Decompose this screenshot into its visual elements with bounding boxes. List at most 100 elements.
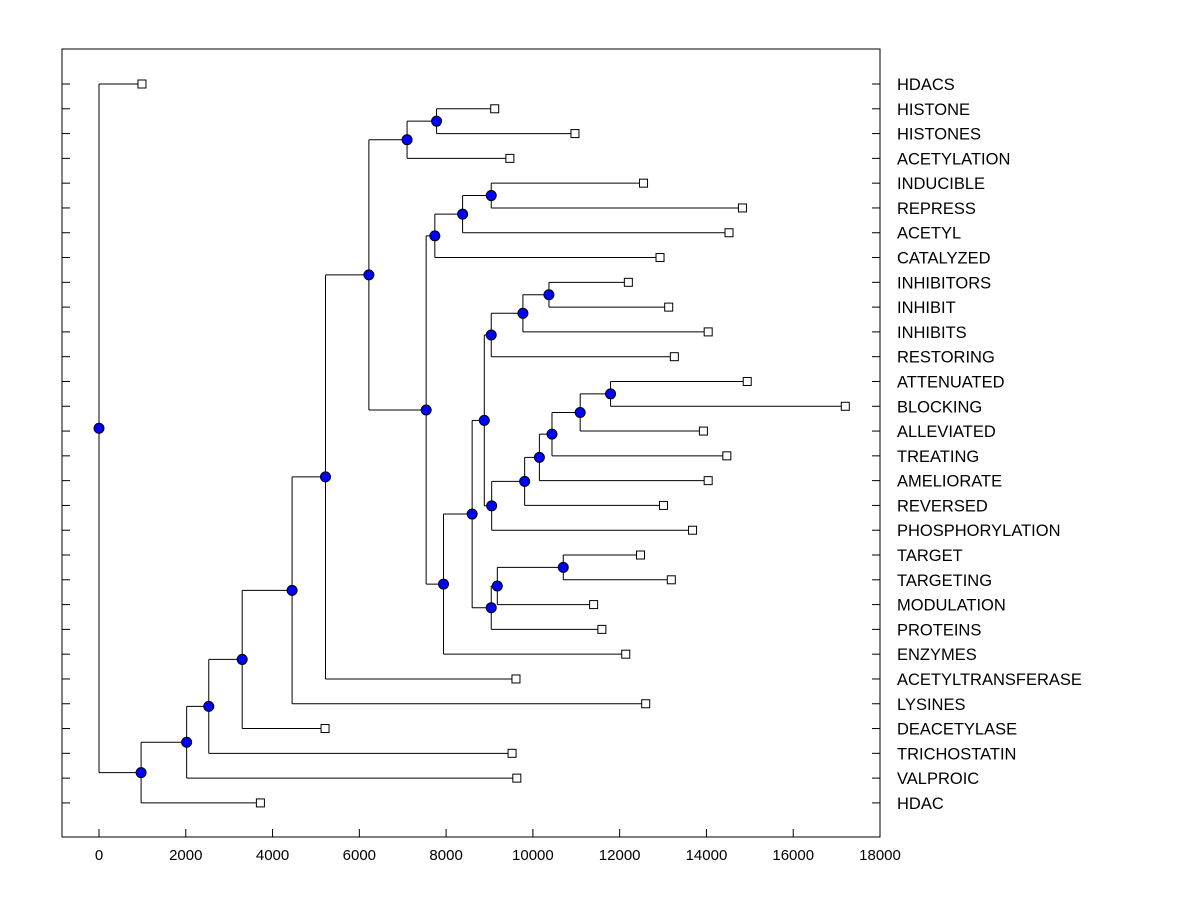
internal-node-marker (519, 475, 531, 487)
leaf-label: REPRESS (897, 200, 976, 218)
leaf-label: LYSINES (897, 696, 965, 714)
axis-ticks (62, 83, 881, 837)
internal-node-marker (135, 767, 147, 779)
internal-node-marker (319, 471, 331, 483)
internal-node-marker (486, 500, 498, 512)
x-tick-label: 14000 (686, 847, 728, 864)
x-tick-label: 12000 (599, 847, 641, 864)
leaf-marker (635, 550, 645, 560)
leaf-label: VALPROIC (897, 770, 979, 788)
internal-node-marker (533, 451, 545, 463)
internal-node-marker (203, 700, 215, 712)
internal-node-marker (491, 580, 503, 592)
leaf-label: PHOSPHORYLATION (897, 522, 1061, 540)
leaf-label: RESTORING (897, 349, 995, 367)
x-tick-label: 10000 (512, 847, 554, 864)
leaf-marker (666, 575, 676, 585)
leaf-label: INDUCIBLE (897, 175, 985, 193)
node-markers (93, 115, 617, 779)
x-tick-label: 6000 (343, 847, 376, 864)
internal-node-marker (401, 134, 413, 146)
leaf-marker (639, 178, 649, 188)
x-tick-label: 18000 (859, 847, 901, 864)
leaf-marker (703, 476, 713, 486)
x-tick-label: 2000 (169, 847, 202, 864)
leaf-marker (742, 376, 752, 386)
internal-node-marker (363, 269, 375, 281)
leaf-marker (737, 203, 747, 213)
internal-node-marker (420, 404, 432, 416)
leaf-label: HDAC (897, 795, 944, 813)
internal-node-marker (485, 329, 497, 341)
leaf-label: AMELIORATE (897, 473, 1002, 491)
leaf-marker (658, 500, 668, 510)
leaf-label: INHIBITS (897, 324, 967, 342)
leaf-marker (511, 674, 521, 684)
leaf-marker (688, 525, 698, 535)
leaf-label: ALLEVIATED (897, 423, 996, 441)
leaf-marker (512, 773, 522, 783)
x-tick-label: 8000 (429, 847, 462, 864)
plot-frame (61, 48, 881, 838)
internal-node-marker (546, 428, 558, 440)
leaf-marker (698, 426, 708, 436)
leaf-label: DEACETYLASE (897, 721, 1017, 739)
leaf-label: MODULATION (897, 597, 1006, 615)
leaf-marker (137, 79, 147, 89)
leaf-marker (570, 129, 580, 139)
leaf-marker (722, 451, 732, 461)
internal-node-marker (485, 190, 497, 202)
internal-node-marker (457, 208, 469, 220)
leaf-marker (490, 104, 500, 114)
internal-node-marker (605, 388, 617, 400)
leaf-marker (623, 277, 633, 287)
leaf-label: CATALYZED (897, 250, 991, 268)
leaf-label: HDACS (897, 76, 955, 94)
leaf-marker (724, 228, 734, 238)
leaf-marker (621, 649, 631, 659)
leaf-label: TRICHOSTATIN (897, 745, 1016, 763)
leaf-marker (320, 724, 330, 734)
x-tick-label: 4000 (256, 847, 289, 864)
leaf-marker (703, 327, 713, 337)
internal-node-marker (236, 653, 248, 665)
leaf-markers (137, 79, 850, 808)
leaf-label: TREATING (897, 448, 979, 466)
leaf-label: TARGETING (897, 572, 992, 590)
internal-node-marker (181, 736, 193, 748)
leaf-marker (641, 699, 651, 709)
dendrogram-edges (98, 83, 846, 804)
x-tick-label: 0 (95, 847, 103, 864)
leaf-label: HISTONES (897, 126, 981, 144)
leaf-marker (669, 352, 679, 362)
leaf-marker (589, 600, 599, 610)
internal-node-marker (429, 230, 441, 242)
internal-node-marker (478, 414, 490, 426)
leaf-marker (655, 253, 665, 263)
leaf-label: BLOCKING (897, 398, 982, 416)
leaf-label: INHIBIT (897, 299, 956, 317)
leaf-marker (597, 624, 607, 634)
internal-node-marker (438, 578, 450, 590)
leaf-label: TARGET (897, 547, 963, 565)
leaf-marker (664, 302, 674, 312)
leaf-marker (840, 401, 850, 411)
leaf-label: HISTONE (897, 101, 970, 119)
leaf-label: ATTENUATED (897, 373, 1005, 391)
leaf-label: INHIBITORS (897, 274, 991, 292)
leaf-marker (255, 798, 265, 808)
leaf-label: ACETYLATION (897, 150, 1010, 168)
x-axis-tick-labels: 0 2000 4000 6000 8000 10000 12000 14000 16000 180… (95, 847, 901, 864)
internal-node-marker (543, 289, 555, 301)
internal-node-marker (485, 602, 497, 614)
leaf-label: REVERSED (897, 497, 988, 515)
leaf-label: PROTEINS (897, 621, 981, 639)
leaf-label: ENZYMES (897, 646, 977, 664)
internal-node-marker (93, 422, 105, 434)
leaf-marker (505, 153, 515, 163)
internal-node-marker (286, 584, 298, 596)
internal-node-marker (574, 406, 586, 418)
internal-node-marker (517, 307, 529, 319)
x-tick-label: 16000 (772, 847, 814, 864)
